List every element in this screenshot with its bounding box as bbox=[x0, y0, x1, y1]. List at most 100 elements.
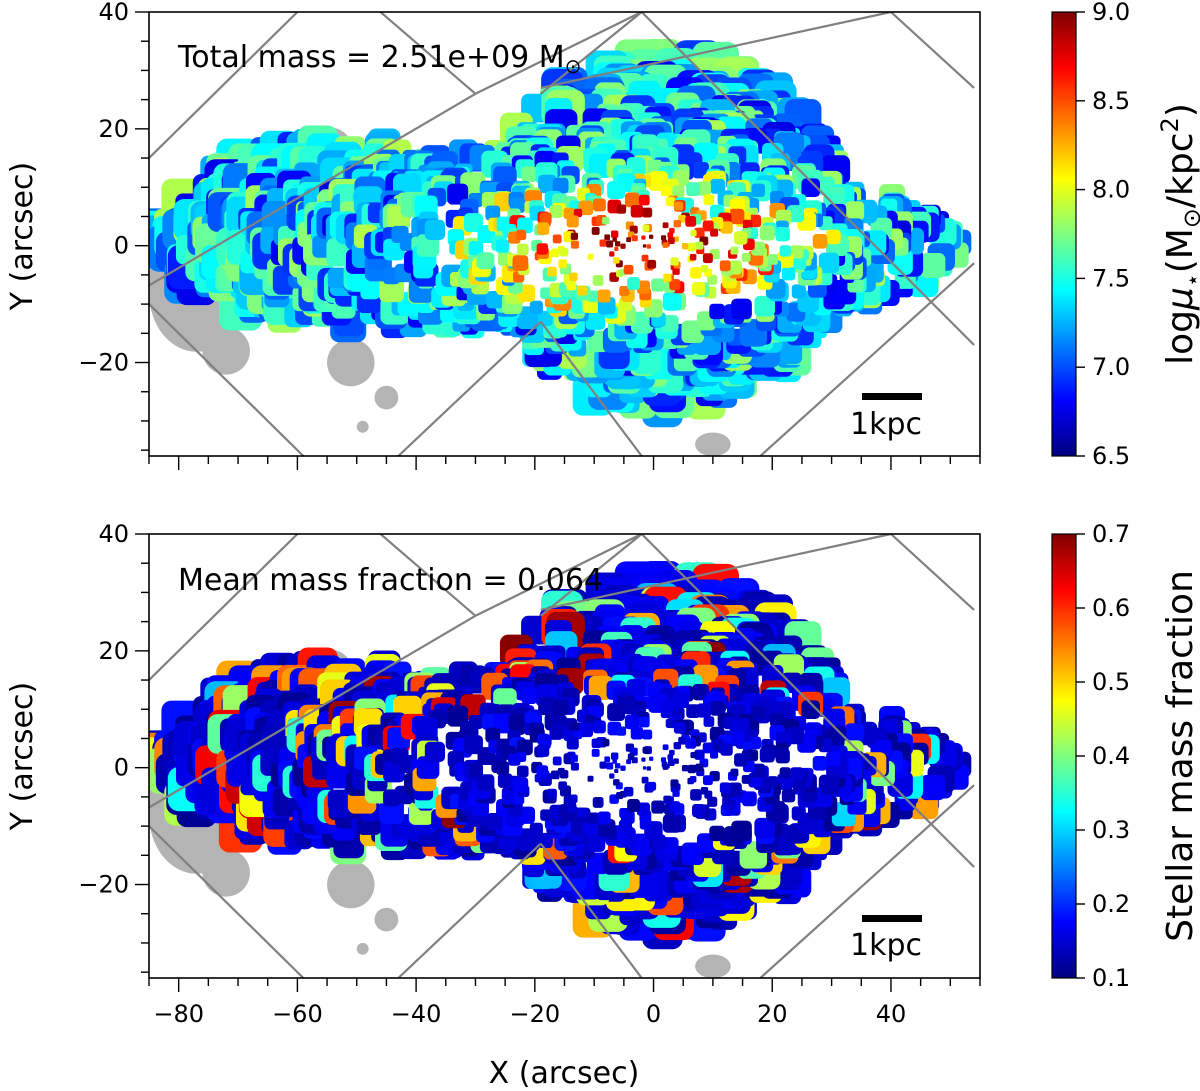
voronoi-bin bbox=[521, 688, 538, 704]
voronoi-bin bbox=[663, 273, 672, 282]
voronoi-bin bbox=[424, 741, 446, 762]
x-tick-label: −40 bbox=[391, 1000, 442, 1028]
voronoi-bin bbox=[592, 198, 606, 212]
voronoi-bin bbox=[536, 765, 549, 777]
voronoi-bin bbox=[609, 773, 615, 779]
voronoi-bin bbox=[529, 822, 543, 836]
voronoi-bin bbox=[687, 242, 697, 252]
voronoi-bin bbox=[710, 228, 719, 237]
colorbar-tick-label: 0.1 bbox=[1092, 964, 1130, 992]
voronoi-bin bbox=[536, 243, 549, 255]
voronoi-bin bbox=[661, 837, 679, 854]
voronoi-bin bbox=[775, 227, 790, 242]
voronoi-bin bbox=[700, 787, 709, 795]
bottom-scale-bar: 1kpc bbox=[850, 915, 922, 963]
voronoi-bin bbox=[649, 756, 654, 761]
voronoi-bin bbox=[602, 217, 610, 225]
colorbar-tick-label: 0.5 bbox=[1092, 668, 1130, 696]
voronoi-bin bbox=[790, 767, 804, 781]
bottom-scale-bar-label: 1kpc bbox=[850, 928, 922, 963]
footprint-edge bbox=[640, 12, 975, 346]
footprint-edge bbox=[759, 784, 975, 978]
voronoi-bin bbox=[383, 238, 405, 261]
voronoi-bin bbox=[669, 227, 675, 234]
bottom-colorbar: 0.1 0.2 0.3 0.4 0.5 0.6 0.7 Stellar mass fract… bbox=[1051, 520, 1200, 992]
voronoi-bin bbox=[540, 287, 552, 299]
voronoi-bin bbox=[570, 232, 579, 240]
voronoi-bin bbox=[569, 272, 578, 281]
voronoi-bin bbox=[619, 807, 630, 819]
voronoi-bin bbox=[720, 743, 733, 756]
voronoi-bin bbox=[754, 295, 775, 317]
top-scale-bar-label: 1kpc bbox=[850, 407, 922, 442]
masked-region bbox=[202, 849, 250, 897]
voronoi-bin bbox=[550, 248, 560, 258]
voronoi-bin bbox=[552, 234, 562, 244]
footprint-edge bbox=[640, 534, 975, 868]
masked-region bbox=[327, 860, 375, 909]
voronoi-bin bbox=[642, 207, 653, 218]
voronoi-bin bbox=[681, 242, 689, 250]
y-tick-label: 0 bbox=[114, 754, 129, 782]
voronoi-bin bbox=[920, 774, 946, 801]
voronoi-bin bbox=[692, 282, 706, 296]
voronoi-bin bbox=[529, 300, 543, 314]
voronoi-bin bbox=[602, 739, 610, 747]
voronoi-bin bbox=[642, 766, 647, 770]
voronoi-bin bbox=[734, 231, 748, 245]
voronoi-bin bbox=[730, 246, 739, 255]
voronoi-bin bbox=[630, 204, 644, 218]
voronoi-bin bbox=[695, 241, 704, 250]
voronoi-bin bbox=[702, 220, 714, 232]
voronoi-bin bbox=[826, 229, 841, 245]
voronoi-bin bbox=[383, 760, 405, 783]
voronoi-bin bbox=[624, 714, 640, 730]
voronoi-bin bbox=[641, 757, 646, 762]
voronoi-bin bbox=[536, 744, 550, 757]
voronoi-bin bbox=[585, 832, 606, 852]
voronoi-bin bbox=[685, 737, 697, 749]
y-tick-label: 20 bbox=[98, 637, 129, 665]
voronoi-bin bbox=[649, 234, 654, 239]
colorbar-tick-label: 0.7 bbox=[1092, 520, 1130, 548]
voronoi-bin bbox=[751, 705, 766, 720]
masked-region bbox=[374, 907, 399, 932]
footprint-edge bbox=[149, 824, 305, 978]
bottom-mass-fraction-map bbox=[149, 560, 972, 978]
voronoi-bin bbox=[686, 704, 700, 719]
x-tick-label: 20 bbox=[757, 1000, 788, 1028]
voronoi-bin bbox=[486, 813, 504, 831]
voronoi-bin bbox=[570, 754, 579, 762]
voronoi-bin bbox=[616, 204, 627, 214]
y-tick-label: 20 bbox=[98, 115, 129, 143]
voronoi-bin bbox=[481, 191, 498, 208]
voronoi-bin bbox=[662, 242, 669, 248]
voronoi-bin bbox=[660, 707, 672, 719]
voronoi-bin bbox=[327, 267, 349, 289]
voronoi-bin bbox=[516, 751, 527, 762]
voronoi-bin bbox=[741, 775, 751, 784]
voronoi-bin bbox=[779, 245, 791, 257]
voronoi-bin bbox=[521, 166, 538, 182]
y-tick-label: 0 bbox=[114, 232, 129, 260]
voronoi-bin bbox=[614, 768, 619, 774]
voronoi-bin bbox=[552, 699, 569, 716]
footprint-edge bbox=[890, 12, 975, 89]
voronoi-bin bbox=[540, 809, 552, 821]
voronoi-bin bbox=[694, 749, 705, 760]
voronoi-bin bbox=[552, 756, 562, 766]
footprint-edge bbox=[539, 320, 643, 456]
voronoi-bin bbox=[647, 781, 657, 791]
footprint-edge bbox=[379, 534, 477, 617]
voronoi-bin bbox=[587, 775, 594, 782]
voronoi-bin bbox=[779, 767, 791, 779]
voronoi-bin bbox=[597, 289, 611, 303]
voronoi-bin bbox=[781, 788, 796, 803]
masked-region bbox=[327, 338, 375, 387]
voronoi-bin bbox=[781, 266, 796, 281]
footprint-edge bbox=[890, 534, 975, 611]
voronoi-bin bbox=[670, 257, 679, 266]
voronoi-bin bbox=[485, 205, 501, 221]
voronoi-bin bbox=[728, 208, 745, 225]
